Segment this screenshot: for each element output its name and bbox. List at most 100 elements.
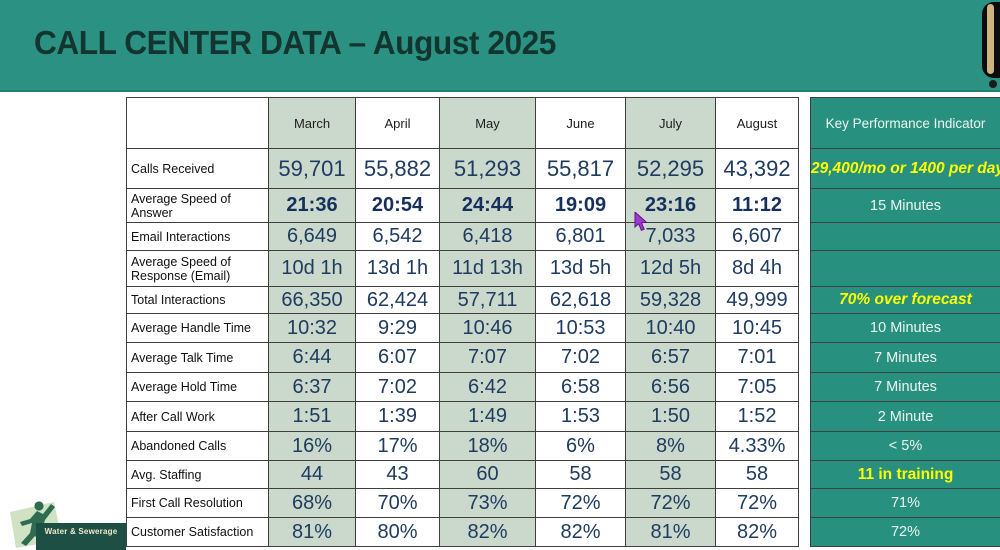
value-cell: 6,418 xyxy=(439,222,536,251)
column-gap xyxy=(798,286,811,314)
value-cell: 68% xyxy=(268,488,356,518)
value-cell: 82% xyxy=(715,517,799,547)
metric-label: Average Talk Time xyxy=(126,342,269,373)
table-row: Abandoned Calls 16% 17% 18% 6% 8% 4.33% < 5% xyxy=(126,431,1000,461)
column-gap xyxy=(798,188,811,223)
value-cell: 6:37 xyxy=(268,372,356,402)
value-cell: 6:42 xyxy=(439,372,536,402)
value-cell: 10:40 xyxy=(625,313,716,343)
table-row: Total Interactions 66,350 62,424 57,711 62,6… xyxy=(126,286,1000,314)
metric-label: Total Interactions xyxy=(126,286,269,314)
value-cell: 1:53 xyxy=(535,401,626,432)
kpi-cell: 29,400/mo or 1400 per day xyxy=(810,148,1000,189)
value-cell: 10d 1h xyxy=(268,250,356,287)
metric-label: Average Handle Time xyxy=(126,313,269,343)
column-gap xyxy=(798,148,811,189)
kpi-cell: < 5% xyxy=(810,431,1000,461)
value-cell: 20:54 xyxy=(355,188,440,223)
value-cell: 72% xyxy=(715,488,799,518)
value-cell: 7:02 xyxy=(535,342,626,373)
table-row: Average Handle Time 10:32 9:29 10:46 10:53 10… xyxy=(126,313,1000,343)
kpi-cell: 71% xyxy=(810,488,1000,518)
value-cell: 81% xyxy=(268,517,356,547)
metric-label: Calls Received xyxy=(126,148,269,189)
slide-title: CALL CENTER DATA – August 2025 xyxy=(34,24,556,61)
logo-banner: Water & Sewerage xyxy=(36,523,126,550)
value-cell: 10:53 xyxy=(535,313,626,343)
value-cell: 6:57 xyxy=(625,342,716,373)
value-cell: 81% xyxy=(625,517,716,547)
kpi-cell: 7 Minutes xyxy=(810,372,1000,402)
column-gap xyxy=(798,313,811,343)
value-cell: 10:32 xyxy=(268,313,356,343)
value-cell: 6:58 xyxy=(535,372,626,402)
value-cell: 21:36 xyxy=(268,188,356,223)
value-cell: 62,618 xyxy=(535,286,626,314)
kpi-cell xyxy=(810,222,1000,251)
value-cell: 43,392 xyxy=(715,148,799,189)
value-cell: 8% xyxy=(625,431,716,461)
value-cell: 44 xyxy=(268,460,356,489)
table-row: Calls Received 59,701 55,882 51,293 55,817 52… xyxy=(126,148,1000,189)
value-cell: 16% xyxy=(268,431,356,461)
value-cell: 10:46 xyxy=(439,313,536,343)
month-column-header: April xyxy=(355,97,440,149)
value-cell: 59,701 xyxy=(268,148,356,189)
metric-label: First Call Resolution xyxy=(126,488,269,518)
month-column-header: July xyxy=(625,97,716,149)
kpi-cell: 11 in training xyxy=(810,460,1000,489)
metric-label: Avg. Staffing xyxy=(126,460,269,489)
table-row: Average Talk Time 6:44 6:07 7:07 7:02 6:57 7:0… xyxy=(126,342,1000,373)
column-gap xyxy=(798,401,811,432)
value-cell: 80% xyxy=(355,517,440,547)
value-cell: 66,350 xyxy=(268,286,356,314)
value-cell: 7:02 xyxy=(355,372,440,402)
value-cell: 17% xyxy=(355,431,440,461)
value-cell: 1:39 xyxy=(355,401,440,432)
value-cell: 82% xyxy=(535,517,626,547)
value-cell: 60 xyxy=(439,460,536,489)
value-cell: 9:29 xyxy=(355,313,440,343)
corner-cell xyxy=(126,97,269,149)
value-cell: 7:05 xyxy=(715,372,799,402)
value-cell: 6% xyxy=(535,431,626,461)
table-row: After Call Work 1:51 1:39 1:49 1:53 1:50 1:52 2… xyxy=(126,401,1000,432)
call-center-data-table: March April May June July August Key Per… xyxy=(126,97,1000,547)
value-cell: 58 xyxy=(625,460,716,489)
table-row: First Call Resolution 68% 70% 73% 72% 72% 72% 7… xyxy=(126,488,1000,518)
clipped-pencil-object xyxy=(982,2,1000,78)
value-cell: 72% xyxy=(535,488,626,518)
metric-label: Email Interactions xyxy=(126,222,269,251)
metric-label: Customer Satisfaction xyxy=(126,517,269,547)
table-row: Avg. Staffing 44 43 60 58 58 58 11 in training xyxy=(126,460,1000,489)
kpi-cell: 7 Minutes xyxy=(810,342,1000,373)
value-cell: 18% xyxy=(439,431,536,461)
value-cell: 62,424 xyxy=(355,286,440,314)
column-gap xyxy=(798,250,811,287)
value-cell: 12d 5h xyxy=(625,250,716,287)
kpi-cell: 70% over forecast xyxy=(810,286,1000,314)
value-cell: 82% xyxy=(439,517,536,547)
value-cell: 6,801 xyxy=(535,222,626,251)
value-cell: 10:45 xyxy=(715,313,799,343)
value-cell: 6:44 xyxy=(268,342,356,373)
header-band: CALL CENTER DATA – August 2025 xyxy=(0,0,1000,92)
table-row: Customer Satisfaction 81% 80% 82% 82% 81% 82% 7… xyxy=(126,517,1000,547)
column-gap xyxy=(798,372,811,402)
value-cell: 52,295 xyxy=(625,148,716,189)
value-cell: 19:09 xyxy=(535,188,626,223)
month-column-header: May xyxy=(439,97,536,149)
value-cell: 51,293 xyxy=(439,148,536,189)
value-cell: 11d 13h xyxy=(439,250,536,287)
pencil-stripe xyxy=(987,4,994,74)
metric-label: After Call Work xyxy=(126,401,269,432)
value-cell: 6,607 xyxy=(715,222,799,251)
metric-label: Average Speed of Answer xyxy=(126,188,269,223)
column-gap xyxy=(798,460,811,489)
value-cell: 11:12 xyxy=(715,188,799,223)
value-cell: 43 xyxy=(355,460,440,489)
value-cell: 72% xyxy=(625,488,716,518)
value-cell: 58 xyxy=(535,460,626,489)
value-cell: 6,542 xyxy=(355,222,440,251)
